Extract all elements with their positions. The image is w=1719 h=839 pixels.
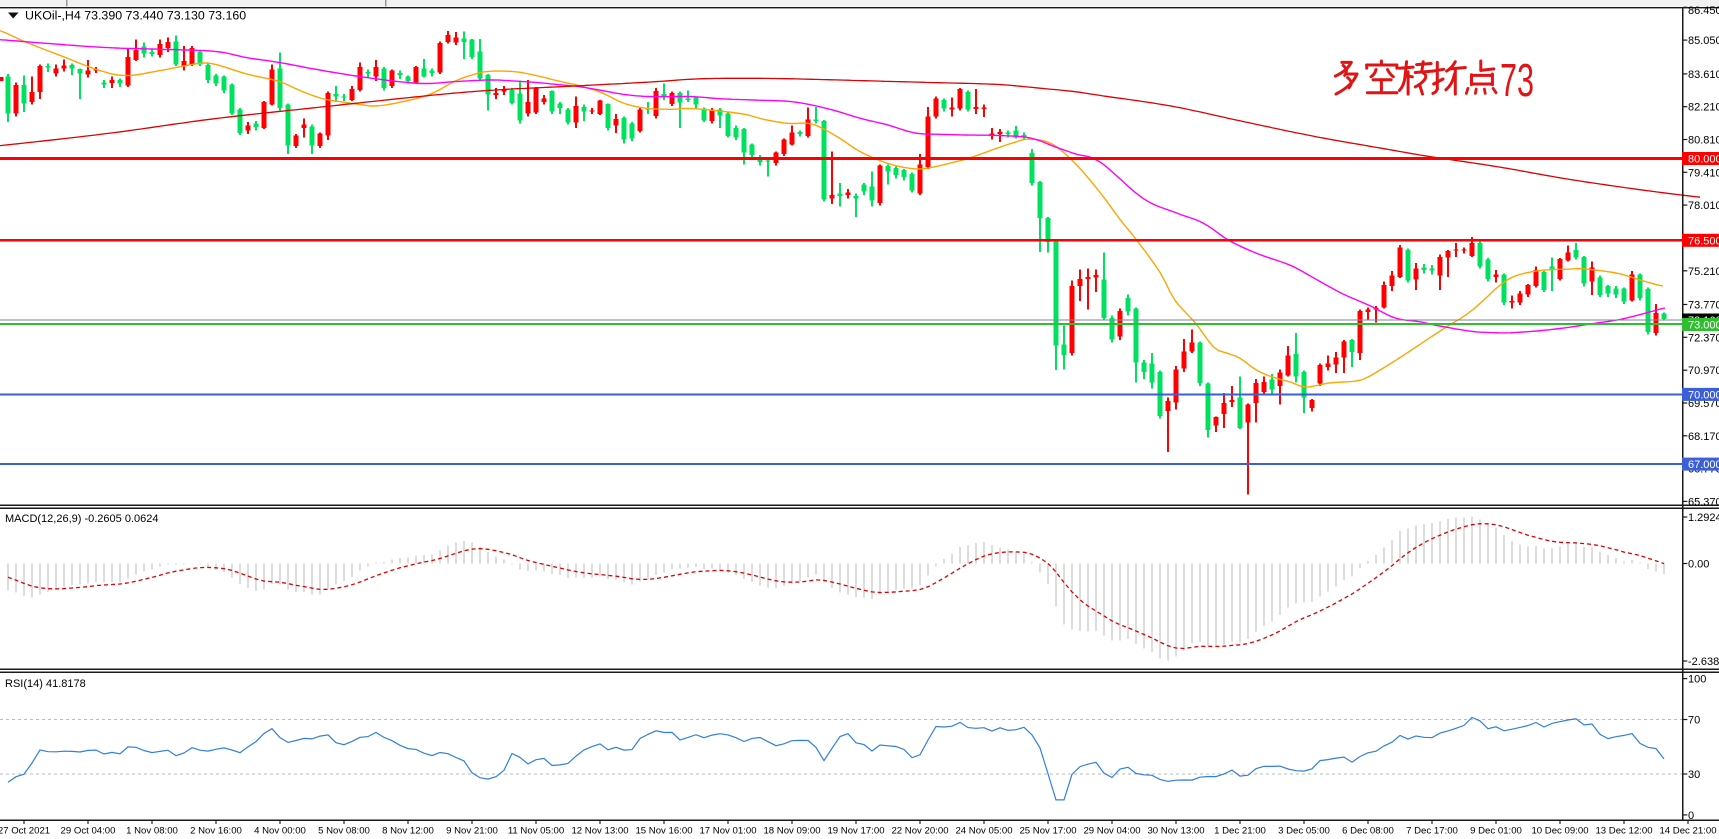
svg-text:68.170: 68.170: [1688, 431, 1719, 443]
svg-text:22 Nov 20:00: 22 Nov 20:00: [891, 826, 948, 837]
svg-text:9 Dec 01:00: 9 Dec 01:00: [1470, 826, 1522, 837]
svg-text:11 Nov 05:00: 11 Nov 05:00: [508, 826, 564, 837]
svg-text:86.450: 86.450: [1688, 5, 1719, 17]
svg-text:1 Dec 21:00: 1 Dec 21:00: [1214, 826, 1266, 837]
svg-text:78.010: 78.010: [1688, 200, 1719, 212]
svg-text:80.000: 80.000: [1688, 154, 1719, 166]
svg-text:85.050: 85.050: [1688, 35, 1719, 47]
svg-text:67.000: 67.000: [1688, 459, 1719, 471]
svg-text:75.210: 75.210: [1688, 266, 1719, 278]
svg-text:17 Nov 01:00: 17 Nov 01:00: [699, 826, 756, 837]
svg-text:12 Nov 13:00: 12 Nov 13:00: [571, 826, 628, 837]
svg-text:14 Dec 21:00: 14 Dec 21:00: [1659, 826, 1716, 837]
svg-text:73.000: 73.000: [1688, 320, 1719, 332]
svg-text:15 Nov 16:00: 15 Nov 16:00: [635, 826, 692, 837]
svg-text:3 Dec 05:00: 3 Dec 05:00: [1278, 826, 1330, 837]
svg-text:6 Dec 08:00: 6 Dec 08:00: [1342, 826, 1394, 837]
svg-text:83.610: 83.610: [1688, 69, 1719, 81]
svg-text:70.970: 70.970: [1688, 365, 1719, 377]
svg-text:4 Nov 00:00: 4 Nov 00:00: [254, 826, 306, 837]
svg-text:18 Nov 09:00: 18 Nov 09:00: [763, 826, 820, 837]
svg-text:0: 0: [1688, 810, 1694, 822]
svg-text:72.370: 72.370: [1688, 332, 1719, 344]
svg-text:25 Nov 17:00: 25 Nov 17:00: [1019, 826, 1076, 837]
svg-text:70.000: 70.000: [1688, 389, 1719, 401]
svg-text:10 Dec 09:00: 10 Dec 09:00: [1531, 826, 1588, 837]
svg-text:5 Nov 08:00: 5 Nov 08:00: [318, 826, 370, 837]
svg-text:-2.6386: -2.6386: [1688, 656, 1719, 668]
svg-text:73.770: 73.770: [1688, 300, 1719, 312]
svg-text:8 Nov 12:00: 8 Nov 12:00: [382, 826, 434, 837]
svg-text:80.810: 80.810: [1688, 135, 1719, 147]
svg-text:1.2924: 1.2924: [1688, 512, 1719, 524]
svg-text:19 Nov 17:00: 19 Nov 17:00: [827, 826, 884, 837]
svg-text:UKOil-,H4 73.390 73.440 73.13: UKOil-,H4 73.390 73.440 73.130 73.160: [25, 9, 246, 23]
svg-text:73: 73: [1500, 54, 1534, 106]
svg-text:RSI(14) 41.8178: RSI(14) 41.8178: [5, 678, 86, 690]
svg-text:1 Nov 08:00: 1 Nov 08:00: [126, 826, 178, 837]
svg-text:0.00: 0.00: [1688, 559, 1709, 571]
svg-text:30: 30: [1688, 769, 1700, 781]
svg-text:100: 100: [1688, 674, 1706, 686]
svg-text:30 Nov 13:00: 30 Nov 13:00: [1147, 826, 1204, 837]
svg-text:2 Nov 16:00: 2 Nov 16:00: [190, 826, 242, 837]
svg-text:29 Oct 04:00: 29 Oct 04:00: [61, 826, 116, 837]
svg-text:27 Oct 2021: 27 Oct 2021: [0, 826, 50, 837]
svg-text:69.570: 69.570: [1688, 398, 1719, 410]
svg-text:9 Nov 21:00: 9 Nov 21:00: [446, 826, 498, 837]
svg-text:65.370: 65.370: [1688, 496, 1719, 508]
svg-text:70: 70: [1688, 715, 1700, 727]
svg-text:7 Dec 17:00: 7 Dec 17:00: [1406, 826, 1458, 837]
svg-text:82.210: 82.210: [1688, 102, 1719, 114]
svg-text:79.410: 79.410: [1688, 167, 1719, 179]
svg-text:13 Dec 12:00: 13 Dec 12:00: [1595, 826, 1652, 837]
svg-text:24 Nov 05:00: 24 Nov 05:00: [955, 826, 1012, 837]
svg-text:29 Nov 04:00: 29 Nov 04:00: [1083, 826, 1140, 837]
svg-text:MACD(12,26,9) -0.2605 0.0624: MACD(12,26,9) -0.2605 0.0624: [5, 513, 158, 525]
svg-text:76.500: 76.500: [1688, 235, 1719, 247]
